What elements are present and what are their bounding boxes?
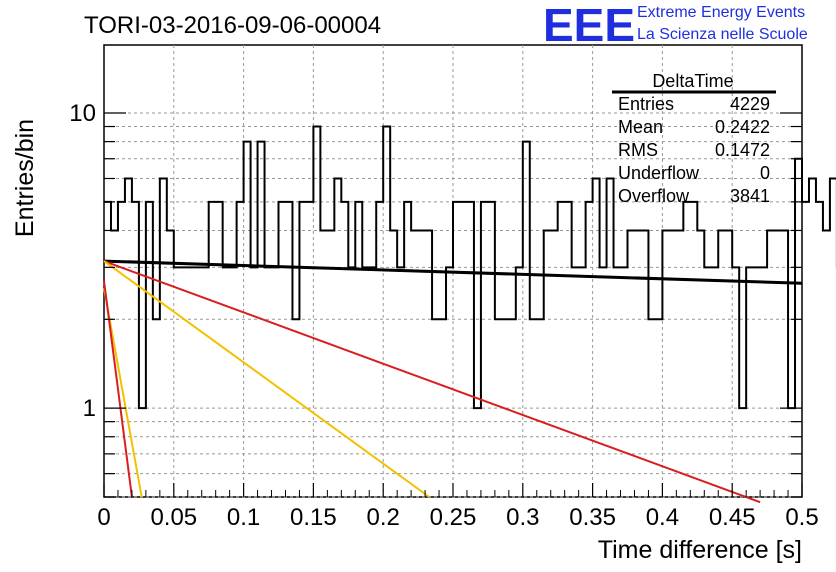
y-tick-label: 10 — [69, 100, 96, 127]
stats-box: DeltaTime Entries 4229 Mean 0.2422 RMS 0… — [612, 71, 776, 206]
stats-value-mean: 0.2422 — [715, 117, 770, 137]
stats-value-underflow: 0 — [760, 163, 770, 183]
x-tick-label: 0.05 — [150, 504, 197, 531]
stats-label-entries: Entries — [618, 94, 674, 114]
y-axis-label: Entries/bin — [11, 119, 39, 237]
y-tick-label: 1 — [83, 395, 96, 422]
axes: 0 0.05 0.1 0.15 0.2 0.25 0.3 0.35 0.4 0.45 0.5 1 10 — [69, 100, 818, 531]
x-tick-label: 0.3 — [506, 504, 539, 531]
x-tick-label: 0.4 — [646, 504, 679, 531]
x-tick-label: 0.1 — [227, 504, 260, 531]
stats-label-underflow: Underflow — [618, 163, 700, 183]
fit-curve — [103, 260, 761, 504]
x-tick-label: 0.2 — [367, 504, 400, 531]
fit-curve — [103, 259, 803, 285]
stats-value-rms: 0.1472 — [715, 140, 770, 160]
x-tick-label: 0.25 — [430, 504, 477, 531]
x-tick-label: 0.35 — [569, 504, 616, 531]
x-tick-label: 0.15 — [290, 504, 337, 531]
stats-box-name: DeltaTime — [652, 71, 733, 91]
stats-value-overflow: 3841 — [730, 186, 770, 206]
stats-label-overflow: Overflow — [618, 186, 690, 206]
chart-title: TORI-03-2016-09-06-00004 — [84, 12, 381, 39]
stats-label-rms: RMS — [618, 140, 658, 160]
fit-curve — [103, 260, 430, 498]
x-tick-label: 0 — [97, 504, 110, 531]
x-tick-label: 0.45 — [709, 504, 756, 531]
stats-label-mean: Mean — [618, 117, 663, 137]
fit-curves — [103, 259, 803, 504]
eee-logo-line2: La Scienza nelle Scuole — [637, 26, 808, 43]
x-tick-label: 0.5 — [785, 504, 818, 531]
eee-logo: EEE — [543, 0, 635, 51]
x-axis-label: Time difference [s] — [598, 536, 802, 564]
stats-value-entries: 4229 — [730, 94, 770, 114]
eee-logo-line1: Extreme Energy Events — [637, 4, 805, 21]
fit-curve — [103, 280, 133, 498]
